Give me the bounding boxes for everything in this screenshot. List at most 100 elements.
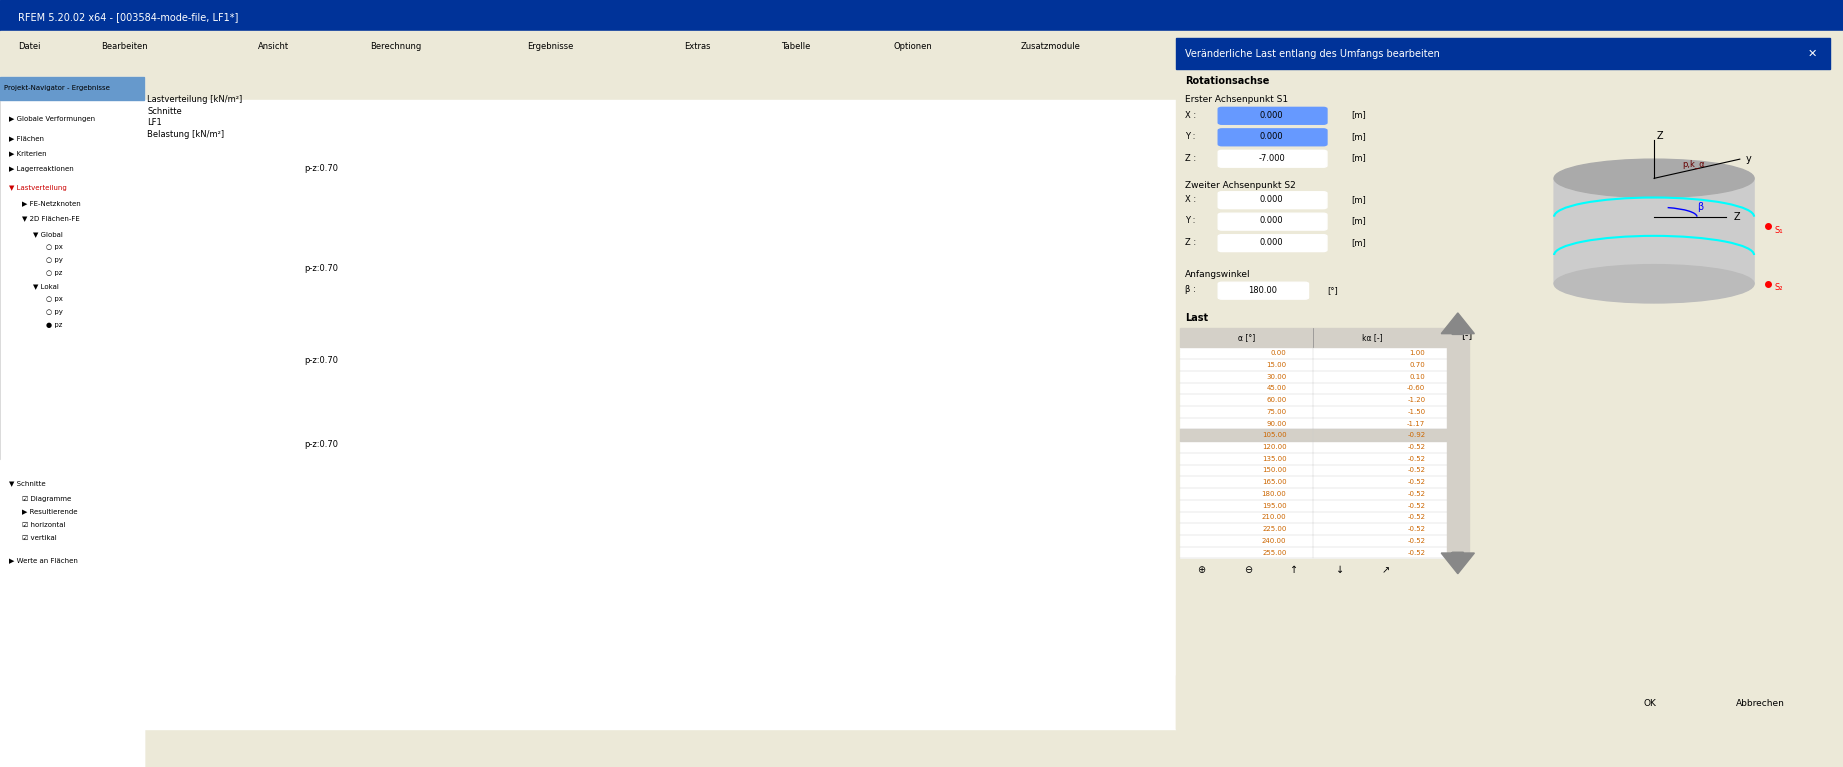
Text: [m]: [m] — [1351, 153, 1366, 163]
Text: ↓: ↓ — [1336, 565, 1344, 575]
Text: Z :: Z : — [1185, 238, 1196, 247]
Text: ○ py: ○ py — [46, 309, 63, 315]
Text: -1.20: -1.20 — [1408, 397, 1425, 403]
Text: [m]: [m] — [1351, 132, 1366, 141]
FancyBboxPatch shape — [1218, 282, 1309, 299]
Text: X :: X : — [1185, 110, 1196, 120]
Text: p-z:0.70: p-z:0.70 — [304, 440, 337, 449]
Text: -1.50: -1.50 — [1408, 409, 1425, 415]
Text: 0.000: 0.000 — [1261, 195, 1283, 204]
FancyBboxPatch shape — [1218, 213, 1327, 230]
FancyBboxPatch shape — [1218, 192, 1327, 209]
Text: Rotationsachse: Rotationsachse — [1185, 75, 1270, 86]
Text: Fenster: Fenster — [1207, 41, 1238, 51]
Text: ○ px: ○ px — [46, 244, 63, 250]
Text: 210.00: 210.00 — [1262, 515, 1286, 520]
Text: ▼ Global: ▼ Global — [33, 231, 63, 237]
Text: 0.000: 0.000 — [1261, 216, 1283, 225]
Text: ⊖: ⊖ — [1244, 565, 1251, 575]
Text: [m]: [m] — [1351, 195, 1366, 204]
Text: Z: Z — [1657, 131, 1664, 141]
Bar — [1176, 38, 1830, 69]
Text: 0.000: 0.000 — [1261, 110, 1283, 120]
Text: -0.52: -0.52 — [1408, 515, 1425, 520]
Text: 30.00: 30.00 — [1266, 374, 1286, 380]
Bar — [1176, 675, 1830, 729]
Text: -0.52: -0.52 — [1408, 456, 1425, 462]
Text: p,k_α: p,k_α — [1683, 160, 1705, 170]
Text: ⊕: ⊕ — [1198, 565, 1205, 575]
Text: 105.00: 105.00 — [1262, 433, 1286, 438]
Text: ▶ Globale Verformungen: ▶ Globale Verformungen — [9, 116, 96, 122]
Bar — [0, 0, 1843, 31]
Text: 195.00: 195.00 — [1262, 502, 1286, 509]
Text: 150.00: 150.00 — [1262, 468, 1286, 473]
Text: p-z:0.70: p-z:0.70 — [304, 356, 337, 365]
Text: -0.52: -0.52 — [1408, 538, 1425, 544]
FancyArrow shape — [1441, 313, 1474, 334]
Bar — [0, 77, 144, 767]
Text: Lastverteilung [kN/m²]: Lastverteilung [kN/m²] — [147, 95, 243, 104]
Text: 75.00: 75.00 — [1266, 409, 1286, 415]
Text: 135.00: 135.00 — [1262, 456, 1286, 462]
Text: -0.92: -0.92 — [1408, 433, 1425, 438]
Text: Erster Achsenpunkt S1: Erster Achsenpunkt S1 — [1185, 95, 1288, 104]
Text: ○ px: ○ px — [46, 296, 63, 302]
Text: -0.60: -0.60 — [1406, 386, 1425, 391]
Text: -0.52: -0.52 — [1408, 502, 1425, 509]
Text: 0.000: 0.000 — [1261, 238, 1283, 247]
FancyBboxPatch shape — [1218, 150, 1327, 167]
FancyBboxPatch shape — [1218, 235, 1327, 252]
Text: [-]: [-] — [1461, 329, 1473, 340]
Text: ○ py: ○ py — [46, 257, 63, 263]
Text: Y :: Y : — [1185, 132, 1196, 141]
FancyBboxPatch shape — [1218, 107, 1327, 124]
Text: -0.52: -0.52 — [1408, 468, 1425, 473]
Text: Zusatzmodule: Zusatzmodule — [1021, 41, 1080, 51]
Ellipse shape — [1554, 160, 1755, 197]
Text: LF1: LF1 — [147, 118, 162, 127]
Bar — [1180, 328, 1447, 558]
Text: ▼ 2D Flächen-FE: ▼ 2D Flächen-FE — [22, 216, 79, 222]
Text: 45.00: 45.00 — [1266, 386, 1286, 391]
Text: Berechnung: Berechnung — [370, 41, 422, 51]
Text: Abbrechen: Abbrechen — [1736, 700, 1784, 708]
Text: p-z:0.70: p-z:0.70 — [304, 164, 337, 173]
Text: β: β — [1697, 202, 1703, 212]
Text: 165.00: 165.00 — [1262, 479, 1286, 486]
FancyBboxPatch shape — [1218, 129, 1327, 146]
Text: 15.00: 15.00 — [1266, 362, 1286, 368]
Text: Z: Z — [1734, 212, 1740, 222]
Text: Y :: Y : — [1185, 216, 1196, 225]
Text: 255.00: 255.00 — [1262, 549, 1286, 555]
Text: ▼ Lokal: ▼ Lokal — [33, 283, 59, 289]
Text: Schnitte: Schnitte — [147, 107, 182, 116]
Text: ▶ Resultierende: ▶ Resultierende — [22, 509, 77, 515]
Text: ▶ FE-Netzknoten: ▶ FE-Netzknoten — [22, 200, 81, 206]
Text: Anfangswinkel: Anfangswinkel — [1185, 270, 1251, 279]
Text: -0.52: -0.52 — [1408, 444, 1425, 450]
Text: S₂: S₂ — [1775, 283, 1782, 292]
Text: ↗: ↗ — [1382, 565, 1390, 575]
Text: ☑ vertikal: ☑ vertikal — [22, 535, 57, 541]
Text: RFEM 5.20.02 x64 - [003584-mode-file, LF1*]: RFEM 5.20.02 x64 - [003584-mode-file, LF… — [18, 12, 240, 22]
Text: -1.17: -1.17 — [1406, 420, 1425, 426]
Text: Optionen: Optionen — [894, 41, 933, 51]
Text: β :: β : — [1185, 285, 1196, 295]
Text: ▶ Lagerreaktionen: ▶ Lagerreaktionen — [9, 166, 74, 172]
FancyBboxPatch shape — [1701, 693, 1819, 715]
Text: 225.00: 225.00 — [1262, 526, 1286, 532]
Text: [°]: [°] — [1327, 286, 1338, 295]
Text: ▶ Flächen: ▶ Flächen — [9, 135, 44, 141]
Bar — [1180, 347, 1447, 359]
Text: 0.00: 0.00 — [1270, 351, 1286, 357]
Text: [m]: [m] — [1351, 238, 1366, 247]
Bar — [0, 77, 144, 100]
Text: -0.52: -0.52 — [1408, 549, 1425, 555]
Ellipse shape — [1554, 265, 1755, 303]
Text: Belastung [kN/m²]: Belastung [kN/m²] — [147, 130, 225, 139]
X-axis label: [°]: [°] — [1622, 634, 1635, 644]
Text: -0.52: -0.52 — [1408, 526, 1425, 532]
FancyBboxPatch shape — [1554, 179, 1755, 284]
Text: Z :: Z : — [1185, 153, 1196, 163]
